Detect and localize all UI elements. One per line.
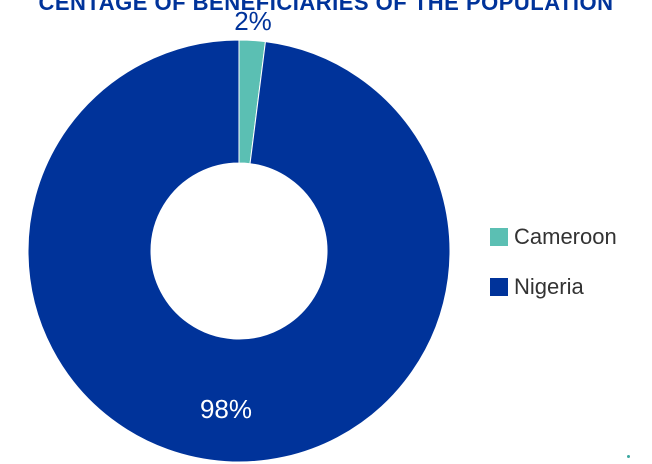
- legend-label-nigeria: Nigeria: [514, 274, 584, 299]
- legend-item-cameroon: Cameroon: [490, 224, 617, 250]
- legend: Cameroon Nigeria: [490, 224, 617, 324]
- legend-label-cameroon: Cameroon: [514, 224, 617, 249]
- legend-item-nigeria: Nigeria: [490, 274, 617, 300]
- chart-title: CENTAGE OF BENEFICIARIES OF THE POPULATI…: [38, 0, 614, 15]
- data-label-nigeria: 98%: [200, 394, 252, 424]
- legend-swatch-cameroon: [490, 228, 508, 246]
- decorative-dot: [627, 455, 630, 458]
- data-label-cameroon: 2%: [234, 6, 272, 36]
- legend-swatch-nigeria: [490, 278, 508, 296]
- donut-slice-nigeria: [27, 39, 451, 463]
